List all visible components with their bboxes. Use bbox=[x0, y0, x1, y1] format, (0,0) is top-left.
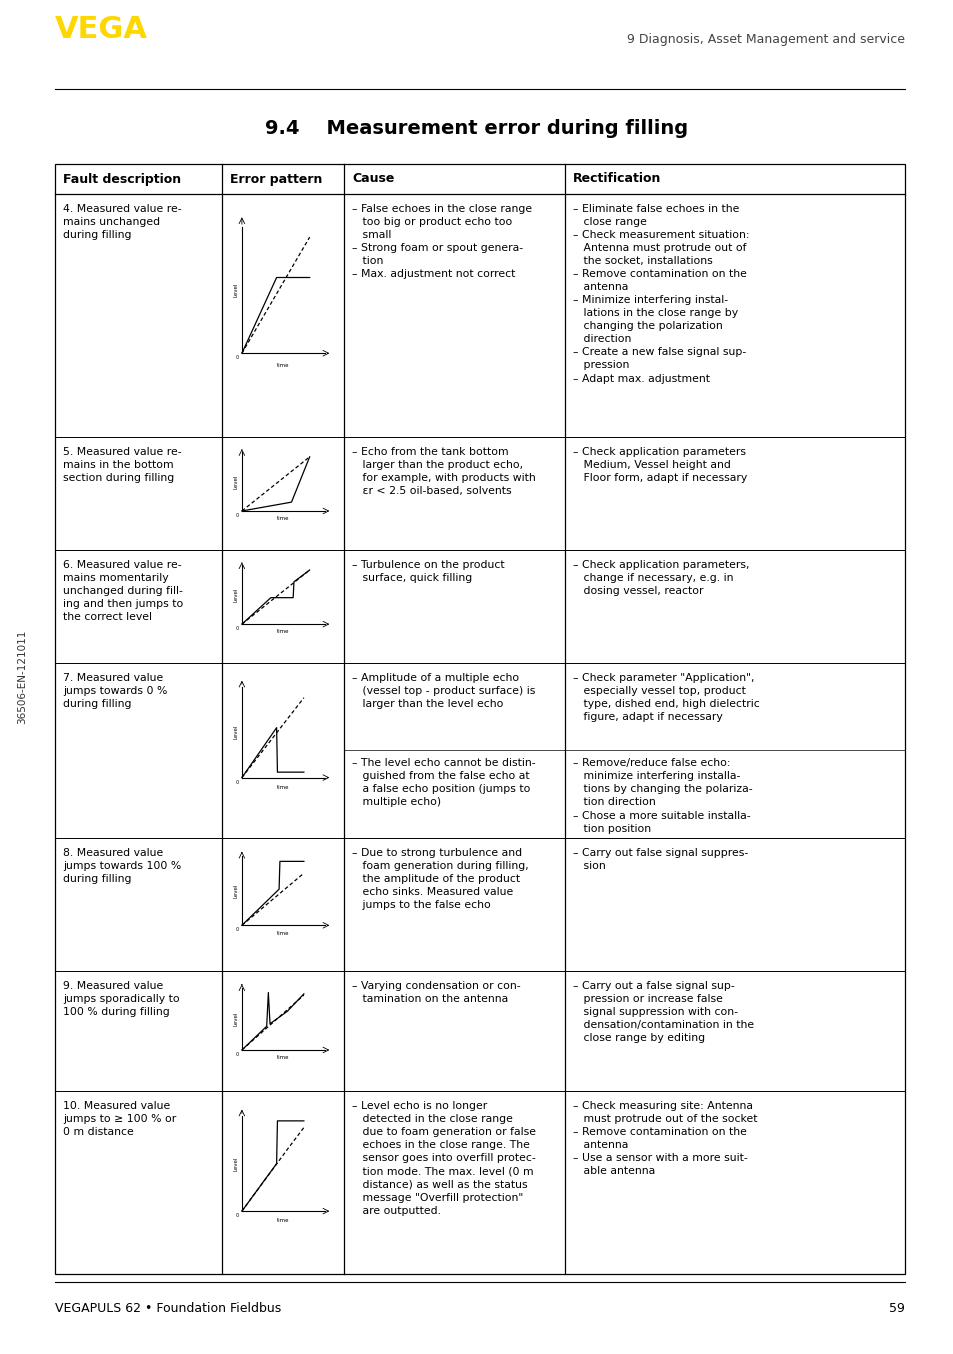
Text: 6. Measured value re-
mains momentarily
unchanged during fill-
ing and then jump: 6. Measured value re- mains momentarily … bbox=[63, 561, 183, 621]
Text: – Check parameter "Application",
   especially vessel top, product
   type, dish: – Check parameter "Application", especia… bbox=[573, 673, 759, 722]
Text: 9. Measured value
jumps sporadically to
100 % during filling: 9. Measured value jumps sporadically to … bbox=[63, 982, 179, 1017]
Text: – Check application parameters,
   change if necessary, e.g. in
   dosing vessel: – Check application parameters, change i… bbox=[573, 561, 749, 596]
Text: 0: 0 bbox=[235, 355, 238, 360]
Text: 4. Measured value re-
mains unchanged
during filling: 4. Measured value re- mains unchanged du… bbox=[63, 204, 181, 240]
Text: 0: 0 bbox=[235, 927, 238, 933]
Text: – Remove/reduce false echo:
   minimize interfering installa-
   tions by changi: – Remove/reduce false echo: minimize int… bbox=[573, 758, 752, 834]
Text: – Check measuring site: Antenna
   must protrude out of the socket
– Remove cont: – Check measuring site: Antenna must pro… bbox=[573, 1101, 757, 1177]
Bar bbox=[55, 164, 904, 1274]
Text: Level: Level bbox=[233, 883, 238, 898]
Text: 10. Measured value
jumps to ≥ 100 % or
0 m distance: 10. Measured value jumps to ≥ 100 % or 0… bbox=[63, 1101, 176, 1137]
Text: Cause: Cause bbox=[352, 172, 394, 185]
Text: time: time bbox=[276, 1055, 289, 1060]
Text: – Carry out a false signal sup-
   pression or increase false
   signal suppress: – Carry out a false signal sup- pression… bbox=[573, 982, 753, 1044]
Text: – Amplitude of a multiple echo
   (vessel top - product surface) is
   larger th: – Amplitude of a multiple echo (vessel t… bbox=[352, 673, 535, 709]
Text: – Carry out false signal suppres-
   sion: – Carry out false signal suppres- sion bbox=[573, 848, 747, 871]
Text: – Varying condensation or con-
   tamination on the antenna: – Varying condensation or con- taminatio… bbox=[352, 982, 520, 1005]
Text: Level: Level bbox=[233, 283, 238, 298]
Text: Level: Level bbox=[233, 474, 238, 489]
Text: Level: Level bbox=[233, 588, 238, 603]
Text: 0: 0 bbox=[235, 513, 238, 519]
Text: time: time bbox=[276, 930, 289, 936]
Text: time: time bbox=[276, 1219, 289, 1224]
Text: 0: 0 bbox=[235, 626, 238, 631]
Text: 8. Measured value
jumps towards 100 %
during filling: 8. Measured value jumps towards 100 % du… bbox=[63, 848, 181, 884]
Text: 36506-EN-121011: 36506-EN-121011 bbox=[17, 630, 27, 724]
Text: Fault description: Fault description bbox=[63, 172, 181, 185]
Text: 7. Measured value
jumps towards 0 %
during filling: 7. Measured value jumps towards 0 % duri… bbox=[63, 673, 167, 709]
Text: 0: 0 bbox=[235, 1052, 238, 1057]
Text: – Level echo is no longer
   detected in the close range
   due to foam generati: – Level echo is no longer detected in th… bbox=[352, 1101, 536, 1216]
Text: 59: 59 bbox=[888, 1303, 904, 1316]
Text: time: time bbox=[276, 363, 289, 368]
Text: Level: Level bbox=[233, 1011, 238, 1026]
Text: – Turbulence on the product
   surface, quick filling: – Turbulence on the product surface, qui… bbox=[352, 561, 504, 584]
Text: 9.4    Measurement error during filling: 9.4 Measurement error during filling bbox=[265, 119, 688, 138]
Text: – Due to strong turbulence and
   foam generation during filling,
   the amplitu: – Due to strong turbulence and foam gene… bbox=[352, 848, 528, 910]
Text: Level: Level bbox=[233, 724, 238, 739]
Text: 5. Measured value re-
mains in the bottom
section during filling: 5. Measured value re- mains in the botto… bbox=[63, 447, 181, 483]
Text: Rectification: Rectification bbox=[573, 172, 660, 185]
Text: – False echoes in the close range
   too big or product echo too
   small
– Stro: – False echoes in the close range too bi… bbox=[352, 204, 532, 279]
Text: time: time bbox=[276, 628, 289, 634]
Text: 0: 0 bbox=[235, 780, 238, 784]
Text: – Echo from the tank bottom
   larger than the product echo,
   for example, wit: – Echo from the tank bottom larger than … bbox=[352, 447, 536, 496]
Text: Level: Level bbox=[233, 1156, 238, 1171]
Text: 9 Diagnosis, Asset Management and service: 9 Diagnosis, Asset Management and servic… bbox=[626, 32, 904, 46]
Text: 0: 0 bbox=[235, 1213, 238, 1219]
Text: – Eliminate false echoes in the
   close range
– Check measurement situation:
  : – Eliminate false echoes in the close ra… bbox=[573, 204, 749, 383]
Text: time: time bbox=[276, 784, 289, 789]
Text: VEGA: VEGA bbox=[55, 15, 148, 43]
Text: time: time bbox=[276, 516, 289, 520]
Text: Error pattern: Error pattern bbox=[231, 172, 322, 185]
Text: – Check application parameters
   Medium, Vessel height and
   Floor form, adapt: – Check application parameters Medium, V… bbox=[573, 447, 746, 483]
Text: VEGAPULS 62 • Foundation Fieldbus: VEGAPULS 62 • Foundation Fieldbus bbox=[55, 1303, 281, 1316]
Text: – The level echo cannot be distin-
   guished from the false echo at
   a false : – The level echo cannot be distin- guish… bbox=[352, 758, 535, 807]
